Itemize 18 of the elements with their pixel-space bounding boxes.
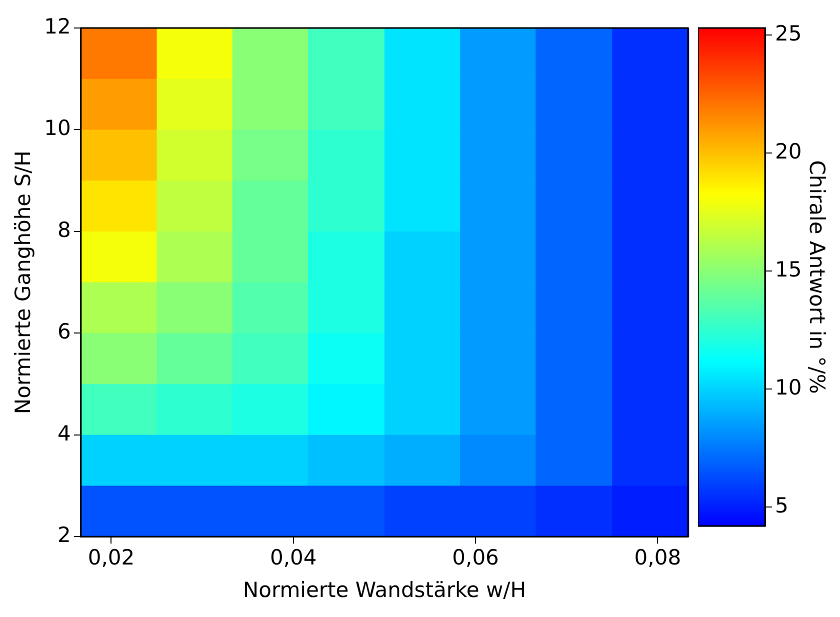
color-bar-label: 20 (775, 140, 802, 164)
y-axis-title: Normierte Ganghöhe S/H (11, 150, 36, 414)
x-tick-label: 0,04 (270, 546, 317, 570)
x-tick-label: 0,08 (634, 546, 682, 570)
color-bar-label: 5 (775, 494, 788, 518)
y-tick-label: 10 (44, 116, 71, 140)
y-tick-label: 12 (44, 14, 71, 38)
x-tick-label: 0,02 (88, 546, 135, 570)
y-tick-label: 8 (58, 218, 71, 242)
color-bar-label: 25 (775, 22, 802, 46)
y-tick-label: 6 (58, 320, 71, 344)
x-axis-title: Normierte Wandstärke w/H (242, 578, 526, 602)
color-bar-label: 15 (775, 258, 802, 282)
color-bar-label: 10 (775, 376, 802, 400)
x-tick-label: 0,06 (452, 546, 499, 570)
y-tick-label: 2 (58, 523, 71, 548)
color-bar-title: Chirale Antwort in °/% (804, 160, 829, 394)
y-tick-label: 4 (58, 421, 71, 446)
